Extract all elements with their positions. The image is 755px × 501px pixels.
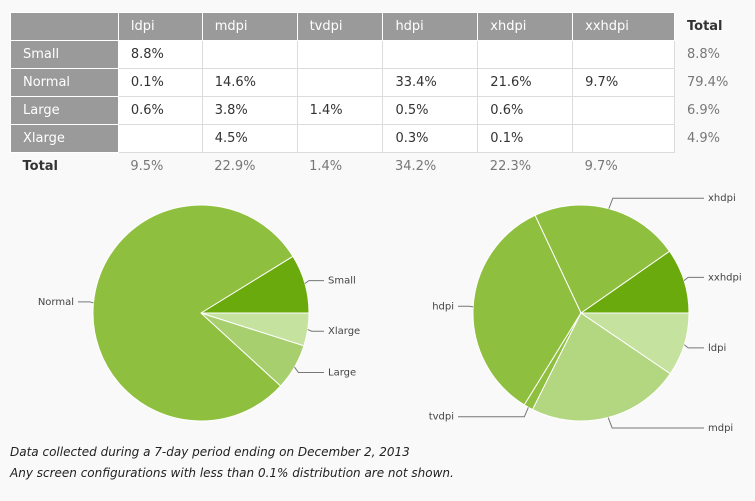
table-cell: xhdpi (477, 12, 574, 41)
table-cell: 3.8% (201, 96, 298, 125)
table-cell (296, 40, 384, 69)
table-cell: 9.7% (584, 159, 618, 175)
table-cell (572, 40, 675, 69)
table-cell (382, 40, 479, 69)
leader-line (607, 417, 704, 429)
slice-label: xxhdpi (708, 272, 742, 283)
table-cell: 79.4% (687, 75, 729, 90)
leader-line (307, 329, 324, 332)
slice-label: ldpi (708, 343, 726, 354)
table-cell (117, 124, 203, 153)
table-cell: mdpi (201, 12, 298, 41)
table-cell (296, 124, 384, 153)
slice-label: Small (328, 276, 356, 287)
table-cell: 0.6% (117, 96, 203, 125)
pie-slice (92, 204, 294, 422)
table-cell (572, 96, 675, 125)
table-cell: 6.9% (687, 103, 721, 118)
note: Any screen configurations with less than… (10, 466, 454, 480)
leader-line (608, 197, 704, 209)
table-cell: Large (10, 96, 119, 125)
slice-label: hdpi (432, 301, 454, 312)
table-cell: 0.6% (477, 96, 574, 125)
table-cell (10, 12, 119, 41)
table-cell (201, 40, 298, 69)
table-cell: 33.4% (382, 68, 479, 97)
slice-label: tvdpi (429, 412, 454, 423)
table-cell: 22.3% (489, 159, 532, 175)
table-cell (572, 124, 675, 153)
table-cell: Total (22, 159, 59, 175)
table-cell: 0.1% (117, 68, 203, 97)
table-cell: 0.5% (382, 96, 479, 125)
table-cell: 8.8% (687, 47, 721, 62)
leader-line (458, 305, 474, 308)
table-cell: Total (687, 19, 723, 34)
table-cell: 34.2% (394, 159, 437, 175)
table-cell: 0.3% (382, 124, 479, 153)
table-cell: 0.1% (477, 124, 574, 153)
table-cell: 4.5% (201, 124, 298, 153)
table-cell: 21.6% (477, 68, 574, 97)
table-cell: 8.8% (117, 40, 203, 69)
note: Data collected during a 7-day period end… (10, 445, 410, 459)
slice-label: Normal (38, 297, 74, 308)
leader-line (683, 276, 704, 281)
table-cell: 14.6% (201, 68, 298, 97)
leader-line (304, 280, 324, 284)
table-cell: Small (10, 40, 119, 69)
leader-line (458, 407, 529, 418)
leader-line (78, 301, 94, 304)
data-table: ldpi mdpi tvdpi hdpi xhdpi xxhdpi Total Small 8.… (10, 12, 755, 181)
table-row: Total 9.5% 22.9% 1.4% 34.2% 22.3% 9.7% (11, 153, 755, 181)
table-row: ldpi mdpi tvdpi hdpi xhdpi xxhdpi Total (10, 12, 755, 41)
slice-label: xhdpi (708, 193, 736, 204)
leader-line (294, 366, 324, 374)
slice-label: mdpi (708, 423, 733, 434)
table-cell: 1.4% (309, 159, 343, 175)
table-cell: Xlarge (10, 124, 119, 153)
table-cell: 22.9% (214, 159, 256, 175)
table-cell (296, 68, 384, 97)
table-cell (477, 40, 574, 69)
table-row: Small 8.8% 8.8% (10, 40, 755, 69)
table-row: Large 0.6% 3.8% 1.4% 0.5% 0.6% 6.9% (10, 96, 755, 125)
pie-slice (472, 214, 582, 406)
leader-line (683, 344, 704, 349)
table-cell: 9.5% (130, 159, 164, 175)
slice-label: Xlarge (328, 326, 360, 337)
slice-label: Large (328, 368, 356, 379)
table-cell: 4.9% (687, 131, 721, 146)
table-row: Xlarge 4.5% 0.3% 0.1% 4.9% (10, 124, 755, 153)
